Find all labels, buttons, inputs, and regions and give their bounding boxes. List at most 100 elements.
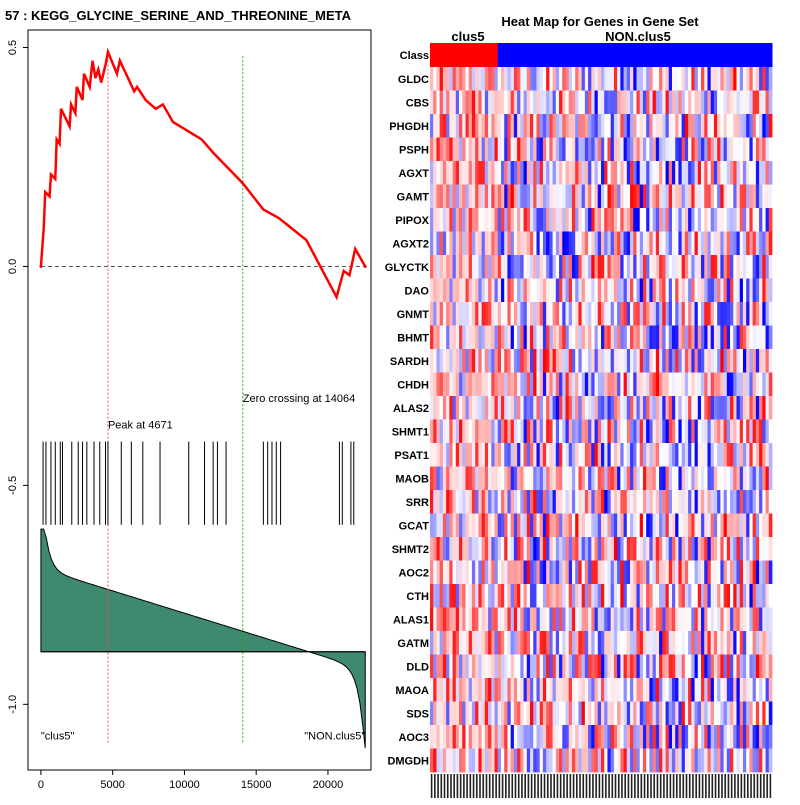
heatmap-cell [462, 67, 466, 91]
heatmap-cell [520, 560, 524, 585]
heatmap-cell [607, 654, 612, 679]
heatmap-cell [684, 419, 689, 444]
heatmap-cell [571, 678, 576, 702]
heatmap-cell [668, 90, 673, 115]
heatmap-cell [652, 302, 657, 326]
heatmap-cell [639, 67, 644, 91]
heatmap-cell [552, 255, 557, 279]
heatmap-cell [504, 137, 508, 162]
heatmap-cell [507, 208, 512, 232]
heatmap-cell [707, 184, 712, 209]
heatmap-cell [749, 114, 754, 138]
heatmap-cell [520, 513, 524, 538]
heatmap-cell [455, 513, 460, 538]
heatmap-cell [691, 396, 695, 420]
heatmap-cell [742, 278, 747, 303]
heatmap-cell [455, 537, 460, 561]
heatmap-cell [539, 255, 544, 279]
heatmap-cell [517, 607, 521, 632]
heatmap-cell [642, 537, 647, 561]
heatmap-cell [736, 396, 741, 420]
heatmap-cell [636, 466, 641, 491]
heatmap-cell [468, 654, 473, 679]
heatmap-cell [768, 278, 773, 303]
heatmap-cell [694, 208, 699, 232]
heatmap-cell [642, 466, 647, 491]
heatmap-cell [594, 67, 599, 91]
heatmap-cell [575, 654, 579, 679]
heatmap-cell [610, 607, 615, 632]
heatmap-cell [646, 631, 650, 655]
heatmap-cell [684, 372, 689, 397]
heatmap-cell [520, 114, 524, 138]
heatmap-cell [475, 490, 479, 514]
heatmap-cell [465, 466, 470, 491]
heatmap-cell [765, 678, 770, 702]
heatmap-cell [452, 396, 457, 420]
heatmap-cell [662, 560, 666, 585]
heatmap-cell [507, 560, 512, 585]
heatmap-cell [726, 255, 731, 279]
heatmap-cell [655, 490, 660, 514]
heatmap-cell [662, 67, 666, 91]
heatmap-cell [578, 537, 583, 561]
heatmap-cell [707, 748, 712, 773]
heatmap-cell [597, 701, 602, 726]
heatmap-cell [471, 184, 476, 209]
sample-label-mark [511, 774, 514, 798]
heatmap-cell [713, 490, 718, 514]
heatmap-cell [759, 349, 763, 373]
heatmap-cell [707, 372, 712, 397]
heatmap-cell [433, 208, 437, 232]
heatmap-cell [630, 255, 634, 279]
heatmap-cell [742, 631, 747, 655]
heatmap-cell [713, 419, 718, 444]
heatmap-cell [768, 631, 773, 655]
heatmap-cell [439, 208, 444, 232]
heatmap-cell [597, 513, 602, 538]
heatmap-cell [517, 184, 521, 209]
heatmap-cell [759, 631, 763, 655]
heatmap-cell [449, 67, 453, 91]
heatmap-cell [649, 584, 654, 608]
heatmap-cell [759, 90, 763, 115]
heatmap-cell [607, 372, 612, 397]
heatmap-cell [694, 349, 699, 373]
heatmap-cell [730, 325, 734, 350]
heatmap-cell [717, 654, 721, 679]
sample-label-mark [663, 774, 665, 798]
heatmap-cell [646, 255, 650, 279]
heatmap-cell [488, 443, 492, 467]
heatmap-cell [726, 466, 731, 491]
heatmap-cell [513, 584, 518, 608]
heatmap-cell [468, 302, 473, 326]
heatmap-cell [607, 278, 612, 303]
heatmap-cell [671, 584, 676, 608]
heatmap-cell [513, 161, 518, 185]
heatmap-cell [668, 513, 673, 538]
heatmap-cell [552, 654, 557, 679]
heatmap-cell [446, 419, 450, 444]
heatmap-cell [752, 419, 757, 444]
heatmap-cell [533, 513, 537, 538]
heatmap-cell [436, 466, 441, 491]
heatmap-cell [481, 255, 486, 279]
heatmap-cell [462, 701, 466, 726]
heatmap-cell [720, 748, 725, 773]
heatmap-cell [513, 372, 518, 397]
heatmap-cell [691, 584, 695, 608]
heatmap-cell [662, 325, 666, 350]
heatmap-cell [626, 466, 631, 491]
heatmap-cell [688, 161, 692, 185]
heatmap-cell [562, 184, 566, 209]
sample-label-mark [582, 774, 585, 798]
heatmap-cell [730, 302, 734, 326]
heatmap-cell [468, 513, 473, 538]
heatmap-cell [755, 372, 760, 397]
sample-label-mark [524, 774, 526, 798]
heatmap-cell [539, 701, 544, 726]
heatmap-cell [733, 90, 737, 115]
heatmap-cell [568, 725, 573, 749]
heatmap-cell [562, 419, 566, 444]
heatmap-cell [513, 748, 518, 773]
